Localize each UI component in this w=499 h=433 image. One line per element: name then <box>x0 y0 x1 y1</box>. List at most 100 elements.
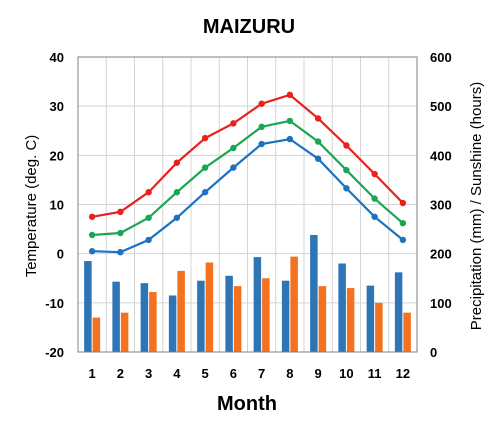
left-axis-ticks: 40 30 20 10 0 -10 -20 <box>45 50 64 360</box>
data-point <box>117 229 124 237</box>
bar <box>177 270 185 352</box>
line-series <box>88 91 407 256</box>
data-point <box>88 248 96 255</box>
bar-series <box>84 234 411 352</box>
left-tick-label: 20 <box>50 148 64 163</box>
left-tick-label: -20 <box>45 345 64 360</box>
x-tick-label: 5 <box>202 366 209 381</box>
left-tick-label: 40 <box>50 50 64 65</box>
bar <box>225 275 233 352</box>
x-tick-label: 12 <box>396 366 410 381</box>
data-point <box>258 123 265 131</box>
bar <box>346 288 355 352</box>
bar <box>253 257 262 352</box>
right-tick-label: 100 <box>430 296 452 311</box>
data-point <box>88 213 96 220</box>
bar <box>120 312 129 352</box>
bar <box>310 234 318 352</box>
data-point <box>145 236 152 244</box>
x-tick-label: 6 <box>230 366 237 381</box>
data-point <box>258 100 265 107</box>
bar <box>205 262 214 352</box>
left-axis-label: Temperature (deg. C) <box>23 135 40 278</box>
left-tick-label: 30 <box>50 99 64 114</box>
bar <box>149 292 157 352</box>
right-tick-label: 300 <box>430 198 452 213</box>
data-point <box>371 170 378 178</box>
x-tick-label: 2 <box>117 366 124 381</box>
x-tick-label: 1 <box>89 366 96 381</box>
right-tick-label: 500 <box>430 99 452 114</box>
data-point <box>399 236 407 244</box>
data-point <box>173 159 181 166</box>
bar <box>84 261 92 352</box>
bar <box>403 312 411 352</box>
right-tick-label: 0 <box>430 345 437 360</box>
x-tick-label: 9 <box>315 366 322 381</box>
bar <box>394 272 403 352</box>
series-line <box>92 137 404 254</box>
left-tick-label: 0 <box>57 247 64 262</box>
data-point <box>399 219 407 227</box>
x-tick-label: 4 <box>173 366 181 381</box>
data-point <box>286 117 294 125</box>
data-point <box>314 155 322 162</box>
data-point <box>230 164 237 171</box>
x-axis-ticks: 1 2 3 4 5 6 7 8 9 10 11 12 <box>89 366 411 381</box>
x-tick-label: 11 <box>368 366 382 381</box>
right-tick-label: 200 <box>430 247 452 262</box>
series-line <box>92 119 404 237</box>
data-point <box>343 166 350 174</box>
data-point <box>173 214 181 221</box>
data-point <box>145 214 152 221</box>
data-point <box>314 138 322 145</box>
bar <box>290 256 298 352</box>
bar <box>366 285 375 352</box>
data-point <box>173 189 181 196</box>
bar <box>262 278 270 352</box>
bar <box>233 286 242 352</box>
data-point <box>201 189 209 196</box>
x-tick-label: 3 <box>145 366 152 381</box>
x-axis-label: Month <box>217 393 277 415</box>
gridlines <box>78 56 417 353</box>
bar <box>140 283 149 352</box>
right-tick-label: 600 <box>430 50 452 65</box>
bar <box>375 302 383 352</box>
data-point <box>230 144 237 152</box>
data-point <box>286 91 294 99</box>
left-tick-label: 10 <box>50 198 64 213</box>
left-tick-label: -10 <box>45 296 64 311</box>
bar <box>281 280 290 352</box>
bar <box>338 263 346 352</box>
data-point <box>399 199 407 207</box>
data-point <box>117 208 124 216</box>
x-tick-label: 7 <box>258 366 265 381</box>
data-point <box>343 142 350 149</box>
data-point <box>258 140 265 148</box>
data-point <box>371 195 378 202</box>
bar <box>318 286 327 352</box>
right-axis-ticks: 600 500 400 300 200 100 0 <box>430 50 452 360</box>
bar <box>168 295 177 352</box>
right-tick-label: 400 <box>430 148 452 163</box>
data-point <box>117 248 124 256</box>
bar <box>112 281 120 352</box>
plot-frame <box>77 56 418 353</box>
data-point <box>230 120 237 127</box>
series-line <box>91 93 404 218</box>
data-point <box>286 135 294 143</box>
data-point <box>201 134 209 142</box>
data-point <box>88 231 96 239</box>
data-point <box>343 185 350 192</box>
data-point <box>314 115 322 122</box>
data-point <box>201 164 209 171</box>
x-tick-label: 8 <box>286 366 293 381</box>
right-axis-label: Precipitation (mm) / Sunshine (hours) <box>468 82 485 330</box>
x-tick-label: 10 <box>339 366 353 381</box>
data-point <box>371 213 378 220</box>
data-point <box>145 189 152 196</box>
chart-title: MAIZURU <box>203 16 295 38</box>
bar <box>197 280 205 352</box>
